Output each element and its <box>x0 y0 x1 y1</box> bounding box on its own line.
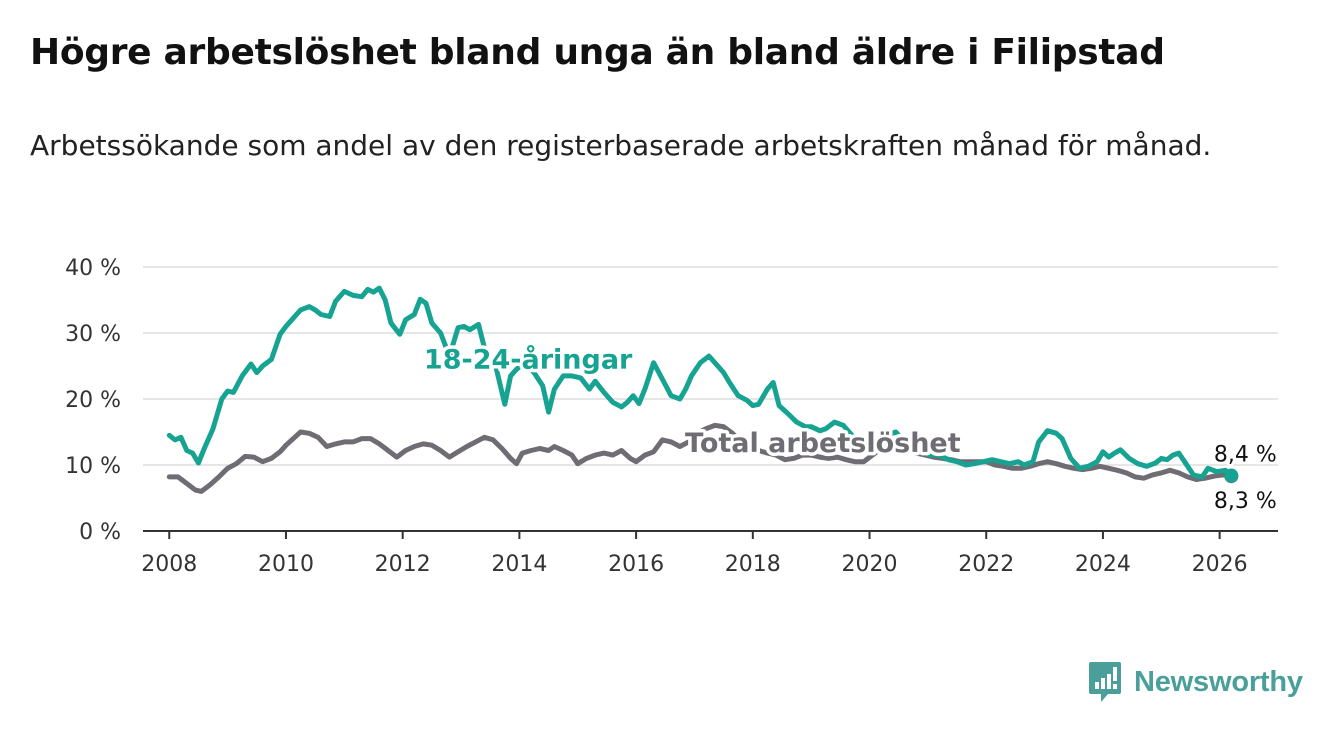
chart-logo-icon <box>1089 662 1121 702</box>
end-value-label: 8,3 % <box>1214 489 1277 514</box>
series-label: 18-24-åringar <box>424 343 633 375</box>
x-tick-label: 2012 <box>375 552 431 577</box>
x-tick-label: 2024 <box>1075 552 1131 577</box>
line-chart: 0 % 10 % 20 % 30 % 40 % 2008 2010 2012 2014 2016… <box>65 256 1279 577</box>
series-line-total-arbetsl-shet <box>166 422 1234 494</box>
y-tick-label: 20 % <box>65 388 121 413</box>
x-tick-label: 2010 <box>258 552 314 577</box>
y-tick-label: 0 % <box>79 520 121 545</box>
series-line-18-24-ringar <box>166 285 1234 480</box>
x-tick-label: 2018 <box>725 552 781 577</box>
end-point-18-24-ringar <box>1224 468 1239 483</box>
chart-title: Högre arbetslöshet bland unga än bland ä… <box>30 32 1165 73</box>
x-tick-label: 2022 <box>958 552 1014 577</box>
x-tick-label: 2014 <box>491 552 547 577</box>
end-value-label: 8,4 % <box>1214 443 1277 468</box>
brand-name: Newsworthy <box>1134 665 1303 698</box>
x-axis: 2008 2010 2012 2014 2016 2018 2020 2022 2024 2026 <box>141 530 1278 577</box>
y-axis-ticks: 0 % 10 % 20 % 30 % 40 % <box>65 256 121 545</box>
y-tick-label: 30 % <box>65 322 121 347</box>
x-tick-label: 2008 <box>141 552 197 577</box>
x-tick-label: 2026 <box>1192 552 1248 577</box>
series-label: Total arbetslöshet <box>685 428 961 459</box>
newsworthy-brand: Newsworthy <box>1088 660 1303 704</box>
x-tick-label: 2016 <box>608 552 664 577</box>
y-tick-label: 40 % <box>65 256 121 281</box>
chart-subtitle: Arbetssökande som andel av den registerb… <box>30 129 1212 162</box>
y-tick-label: 10 % <box>65 454 121 479</box>
x-tick-label: 2020 <box>842 552 898 577</box>
series-lines <box>166 285 1239 494</box>
series-labels: 18-24-åringar Total arbetslöshet 8,4 % 8,3 … <box>420 340 1279 517</box>
